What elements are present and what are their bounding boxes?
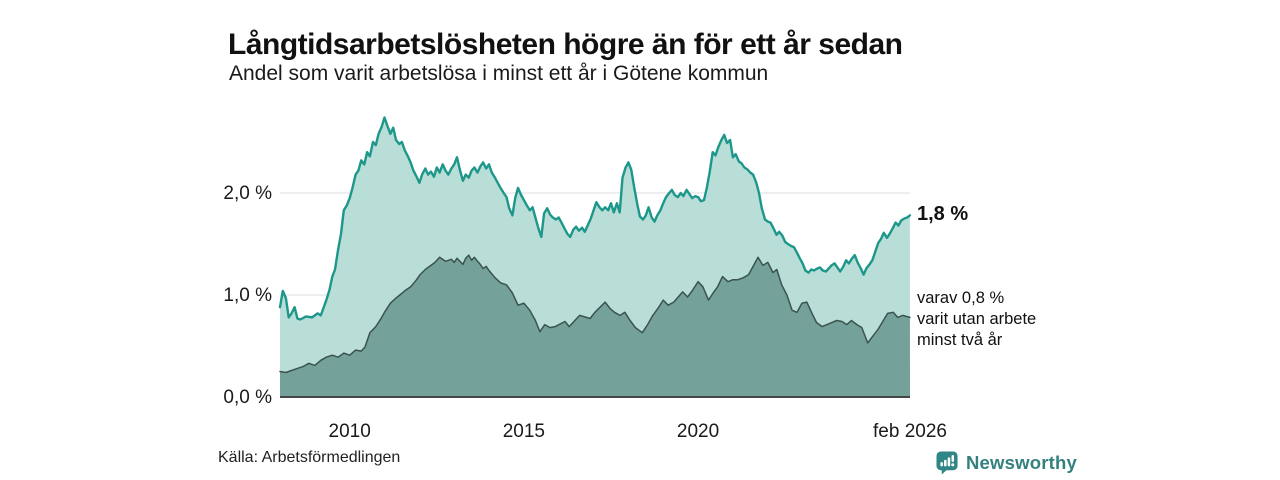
y-axis-label: 1,0 %: [223, 285, 272, 306]
newsworthy-logo: Newsworthy: [936, 451, 1077, 475]
x-axis-label: feb 2026: [873, 421, 947, 442]
chart-title: Långtidsarbetslösheten högre än för ett …: [228, 28, 903, 62]
newsworthy-logo-icon: [936, 451, 958, 475]
area-two-years: [280, 255, 910, 397]
line-total-one-year: [278, 116, 912, 321]
line-two-years: [279, 254, 911, 374]
two-year-annotation-line3: minst två år: [917, 331, 1003, 349]
two-year-annotation-line2: varit utan arbete: [917, 310, 1037, 328]
newsworthy-logo-text: Newsworthy: [966, 452, 1077, 473]
chart-subtitle: Andel som varit arbetslösa i minst ett å…: [229, 62, 769, 85]
two-year-annotation-line1: varav 0,8 %: [917, 289, 1005, 307]
end-value-label: 1,8 %: [917, 203, 969, 225]
x-axis-label: 2020: [677, 421, 719, 442]
two-year-annotation: varav 0,8 % varit utan arbete minst två …: [917, 288, 1036, 351]
x-axis-label: 2015: [503, 421, 545, 442]
x-axis-label: 2010: [329, 421, 371, 442]
y-axis-label: 2,0 %: [223, 183, 272, 204]
y-axis-label: 0,0 %: [223, 387, 272, 408]
source-label: Källa: Arbetsförmedlingen: [218, 449, 401, 466]
